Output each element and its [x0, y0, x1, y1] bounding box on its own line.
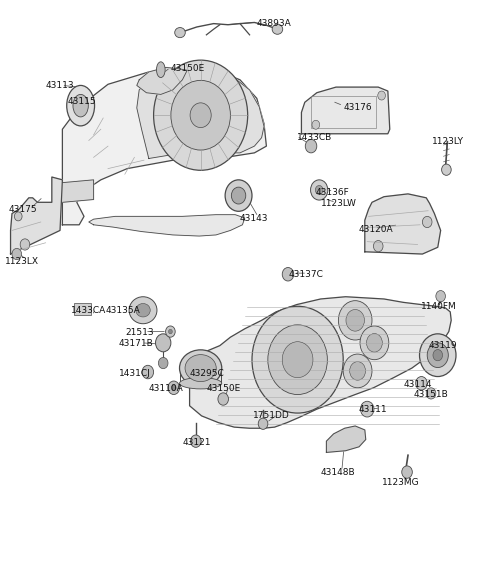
Circle shape	[258, 418, 268, 429]
Polygon shape	[62, 69, 266, 225]
Circle shape	[436, 291, 445, 302]
Circle shape	[346, 310, 364, 331]
Circle shape	[312, 120, 320, 129]
Text: 43114: 43114	[403, 380, 432, 389]
Polygon shape	[190, 297, 451, 428]
Circle shape	[305, 139, 317, 153]
Text: 43110A: 43110A	[149, 384, 183, 393]
Text: 43137C: 43137C	[289, 270, 324, 279]
Circle shape	[142, 365, 154, 379]
Text: 43136F: 43136F	[316, 188, 349, 197]
Circle shape	[360, 326, 389, 360]
Text: 43148B: 43148B	[321, 468, 355, 477]
Bar	[74, 303, 91, 315]
Circle shape	[252, 306, 343, 413]
Text: 43893A: 43893A	[257, 19, 291, 28]
Circle shape	[360, 401, 374, 417]
Circle shape	[12, 248, 22, 260]
Circle shape	[156, 334, 171, 352]
Ellipse shape	[129, 297, 157, 324]
Ellipse shape	[156, 62, 165, 78]
Ellipse shape	[136, 303, 150, 317]
Circle shape	[420, 334, 456, 377]
Text: 43295C: 43295C	[190, 369, 224, 378]
Bar	[311, 96, 376, 128]
Text: 1123LY: 1123LY	[432, 137, 464, 146]
Circle shape	[268, 325, 327, 395]
Circle shape	[231, 187, 246, 204]
Circle shape	[315, 185, 323, 194]
Text: 43115: 43115	[67, 97, 96, 106]
Ellipse shape	[67, 85, 95, 126]
Text: 43176: 43176	[343, 103, 372, 112]
Polygon shape	[365, 194, 441, 254]
Ellipse shape	[185, 355, 216, 382]
Text: 43120A: 43120A	[359, 225, 394, 234]
Circle shape	[154, 60, 248, 170]
Text: 1123LX: 1123LX	[5, 257, 39, 266]
Circle shape	[225, 180, 252, 211]
Text: 1433CB: 1433CB	[297, 133, 332, 142]
Circle shape	[422, 216, 432, 228]
Text: 1123LW: 1123LW	[321, 199, 357, 208]
Polygon shape	[137, 69, 264, 158]
Text: 43111: 43111	[359, 405, 388, 414]
Polygon shape	[62, 180, 94, 202]
Circle shape	[168, 329, 172, 334]
Circle shape	[402, 466, 412, 478]
Circle shape	[378, 91, 385, 100]
Text: 43135A: 43135A	[106, 306, 140, 315]
Polygon shape	[11, 177, 62, 254]
Text: 1140FM: 1140FM	[421, 302, 457, 311]
Circle shape	[190, 103, 211, 128]
Text: 43143: 43143	[240, 214, 268, 223]
Polygon shape	[137, 67, 187, 94]
Ellipse shape	[73, 94, 88, 117]
Ellipse shape	[180, 378, 222, 389]
Circle shape	[367, 334, 383, 352]
Polygon shape	[89, 215, 245, 236]
Circle shape	[171, 80, 230, 150]
Circle shape	[20, 239, 30, 250]
Text: 1123MG: 1123MG	[382, 478, 419, 487]
Text: 1431CJ: 1431CJ	[119, 369, 151, 378]
Polygon shape	[301, 87, 390, 134]
Text: 43121: 43121	[182, 438, 211, 447]
Polygon shape	[326, 426, 366, 452]
Circle shape	[14, 212, 22, 221]
Circle shape	[311, 180, 328, 200]
Circle shape	[426, 388, 436, 399]
Text: 1433CA: 1433CA	[71, 306, 106, 315]
Circle shape	[168, 381, 180, 395]
Ellipse shape	[272, 24, 283, 34]
Circle shape	[427, 343, 448, 368]
Text: 43119: 43119	[428, 341, 457, 350]
Circle shape	[349, 362, 366, 380]
Circle shape	[338, 301, 372, 340]
Circle shape	[442, 164, 451, 175]
Circle shape	[416, 377, 427, 390]
Text: 43113: 43113	[46, 81, 74, 90]
Text: 43150E: 43150E	[206, 384, 240, 393]
Text: 43151B: 43151B	[414, 390, 448, 399]
Text: 21513: 21513	[126, 328, 155, 337]
Ellipse shape	[175, 28, 185, 38]
Circle shape	[373, 241, 383, 252]
Circle shape	[191, 435, 201, 447]
Circle shape	[218, 393, 228, 405]
Text: 43175: 43175	[9, 205, 37, 214]
Circle shape	[158, 357, 168, 369]
Circle shape	[171, 385, 176, 391]
Circle shape	[343, 354, 372, 388]
Circle shape	[282, 342, 313, 378]
Circle shape	[433, 350, 443, 361]
Ellipse shape	[180, 350, 222, 387]
Text: 43171B: 43171B	[119, 339, 154, 348]
Text: 1751DD: 1751DD	[253, 411, 290, 420]
Circle shape	[282, 268, 294, 281]
Text: 43150E: 43150E	[170, 64, 204, 73]
Circle shape	[166, 326, 175, 337]
